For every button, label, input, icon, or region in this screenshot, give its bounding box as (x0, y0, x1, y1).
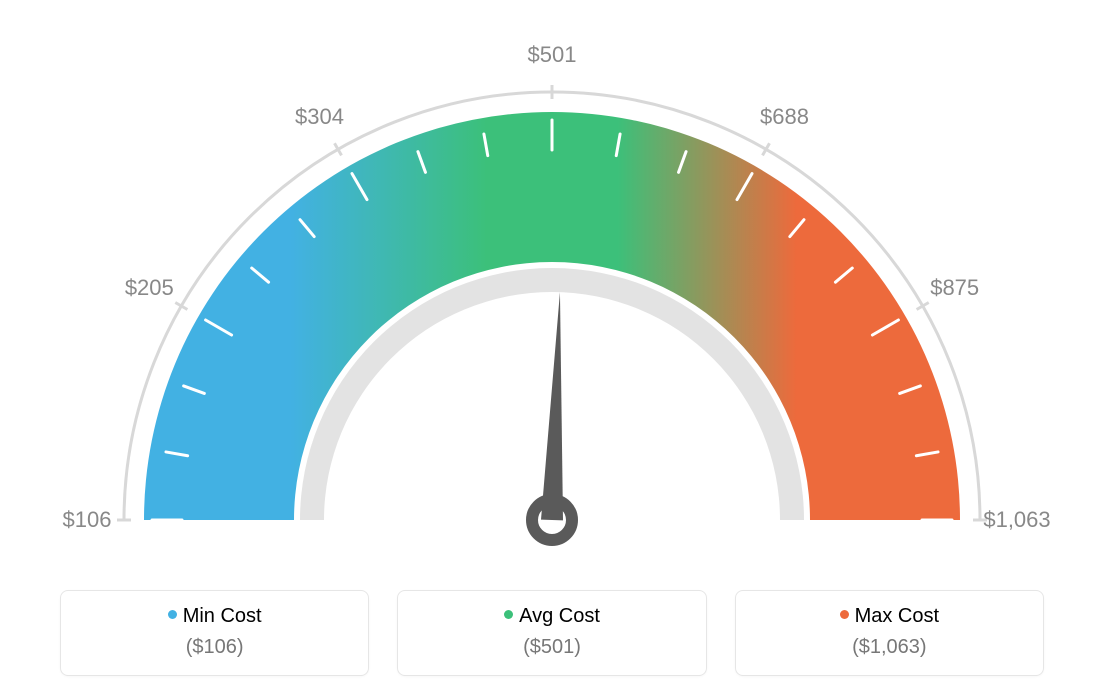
legend-title-min: Min Cost (71, 605, 358, 628)
legend-card-min: Min Cost ($106) (60, 590, 369, 676)
legend-dot-min (168, 610, 177, 619)
gauge-tick-label: $875 (930, 275, 979, 301)
legend-title-avg-text: Avg Cost (519, 605, 600, 627)
legend-value-avg: ($501) (408, 636, 695, 659)
legend-dot-max (840, 610, 849, 619)
gauge-tick-label: $304 (295, 104, 344, 130)
legend-row: Min Cost ($106) Avg Cost ($501) Max Cost… (40, 590, 1064, 676)
legend-card-avg: Avg Cost ($501) (397, 590, 706, 676)
legend-title-avg: Avg Cost (408, 605, 695, 628)
gauge-tick-label: $688 (760, 104, 809, 130)
legend-card-max: Max Cost ($1,063) (735, 590, 1044, 676)
gauge-tick-label: $1,063 (983, 507, 1050, 533)
gauge-chart-container: $106 $205 $304 $501 $688 $875 $1,063 Min Cost … (0, 0, 1104, 690)
gauge-tick-label: $205 (125, 275, 174, 301)
gauge-area: $106 $205 $304 $501 $688 $875 $1,063 (40, 20, 1064, 580)
legend-value-max: ($1,063) (746, 636, 1033, 659)
gauge-tick-label: $501 (528, 42, 577, 68)
legend-dot-avg (504, 610, 513, 619)
legend-title-max: Max Cost (746, 605, 1033, 628)
legend-title-min-text: Min Cost (183, 605, 262, 627)
legend-value-min: ($106) (71, 636, 358, 659)
gauge-tick-label: $106 (63, 507, 112, 533)
legend-title-max-text: Max Cost (855, 605, 939, 627)
gauge-svg (40, 20, 1064, 580)
